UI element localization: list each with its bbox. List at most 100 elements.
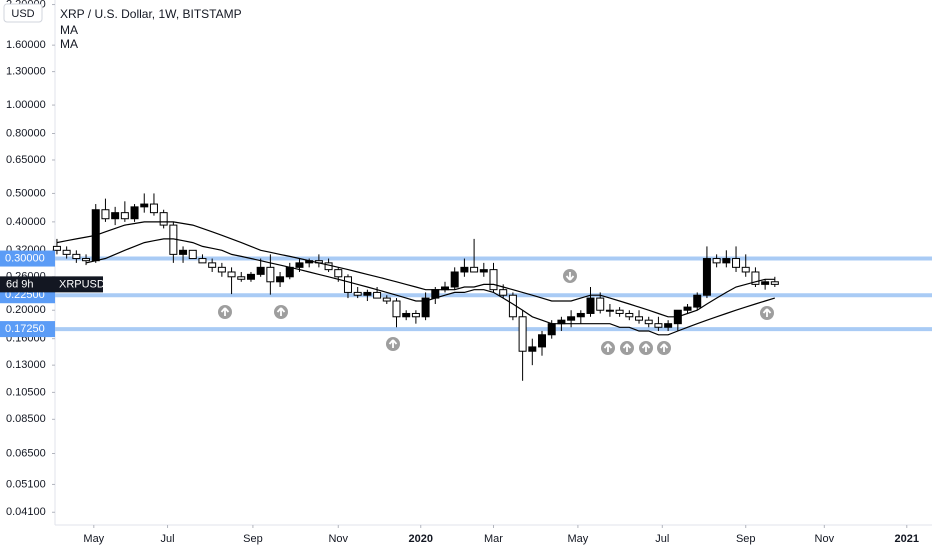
candle-body: [635, 316, 644, 321]
candle-body: [644, 319, 653, 325]
x-tick-label: Nov: [815, 533, 835, 545]
candle-body: [392, 300, 401, 318]
candle-body: [625, 312, 634, 318]
candle-body: [149, 203, 158, 214]
candle-body: [693, 294, 702, 308]
y-tick-label: 0.32000: [6, 244, 46, 256]
candle-body: [576, 312, 585, 318]
x-tick-label: Nov: [328, 533, 348, 545]
up-arrow: [274, 305, 288, 319]
candle-body: [52, 245, 61, 251]
candle-body: [538, 334, 547, 348]
y-tick-label: 0.65000: [6, 154, 46, 166]
level-label: 0.30000: [5, 252, 45, 264]
candle-body: [363, 291, 372, 296]
currency-button[interactable]: [3, 3, 43, 23]
symbol-label: XRPUSD: [59, 278, 105, 290]
candle-body: [198, 258, 207, 264]
legend-entry: MA: [60, 23, 78, 37]
candle-body: [188, 249, 197, 260]
y-tick-label: 1.30000: [6, 66, 46, 78]
x-tick-label: Sep: [243, 533, 263, 545]
x-tick-label: Sep: [736, 533, 756, 545]
up-arrow: [620, 341, 634, 355]
candle-body: [654, 323, 663, 328]
candle-body: [751, 271, 760, 285]
candle-body: [547, 323, 556, 336]
up-arrow: [386, 337, 400, 351]
countdown-label: 6d 9h: [6, 278, 34, 290]
candle-body: [499, 289, 508, 296]
y-tick-label: 0.05100: [6, 478, 46, 490]
y-tick-label: 0.06500: [6, 447, 46, 459]
up-arrow: [760, 306, 774, 320]
candle-body: [353, 291, 362, 296]
candle-body: [470, 266, 479, 273]
candle-body: [770, 281, 779, 285]
candle-body: [237, 276, 246, 280]
candle-body: [479, 269, 488, 273]
symbol-box: [55, 276, 103, 293]
candle-body: [120, 212, 129, 220]
candle-body: [179, 249, 188, 255]
y-tick-label: 0.13000: [6, 359, 46, 371]
y-tick-label: 0.04100: [6, 506, 46, 518]
level-label-box: [0, 250, 55, 267]
candle-body: [605, 309, 614, 312]
candle-body: [586, 297, 595, 314]
y-tick-label: 0.10500: [6, 386, 46, 398]
candle-body: [528, 346, 537, 352]
candle-body: [382, 297, 391, 302]
x-tick-label: May: [568, 533, 589, 545]
candle-body: [596, 297, 605, 311]
candle-body: [159, 212, 168, 226]
y-tick-label: 0.80000: [6, 127, 46, 139]
x-tick-label: Jul: [655, 533, 669, 545]
countdown-box: [0, 276, 55, 293]
y-tick-label: 1.60000: [6, 39, 46, 51]
x-tick-label: Jul: [161, 533, 175, 545]
candle-body: [246, 273, 255, 280]
y-tick-label: 0.50000: [6, 187, 46, 199]
candle-body: [411, 312, 420, 318]
currency-button-label[interactable]: USD: [11, 8, 34, 20]
level-label: 0.17250: [5, 323, 45, 335]
candle-body: [615, 309, 624, 314]
candle-body: [741, 266, 750, 273]
candle-body: [732, 258, 741, 268]
y-tick-label: 0.08500: [6, 413, 46, 425]
candle-body: [518, 316, 527, 352]
candle-body: [722, 258, 731, 264]
candle-body: [266, 266, 275, 283]
ma-line: [85, 238, 775, 336]
y-tick-label: 1.00000: [6, 99, 46, 111]
candle-body: [227, 271, 236, 278]
x-tick-label: Mar: [484, 533, 503, 545]
candle-body: [712, 258, 721, 264]
y-tick-label: 0.40000: [6, 216, 46, 228]
candle-body: [285, 266, 294, 278]
up-arrow: [657, 341, 671, 355]
candle-body: [334, 269, 343, 278]
x-tick-label: 2020: [408, 533, 432, 545]
level-label-box: [0, 321, 55, 338]
candle-body: [343, 276, 352, 293]
candle-body: [402, 312, 411, 318]
signal-arrows: [218, 269, 774, 355]
candle-body: [295, 262, 304, 268]
up-arrow: [639, 341, 653, 355]
candle-body: [208, 262, 217, 268]
candle-body: [217, 266, 226, 273]
candle-body: [421, 297, 430, 318]
candle-body: [489, 269, 498, 291]
candle-body: [72, 253, 81, 260]
up-arrow: [218, 305, 232, 319]
plot: [52, 4, 932, 528]
up-arrow: [601, 341, 615, 355]
candle-body: [761, 281, 770, 285]
candle-body: [450, 271, 459, 288]
candle-body: [567, 316, 576, 321]
